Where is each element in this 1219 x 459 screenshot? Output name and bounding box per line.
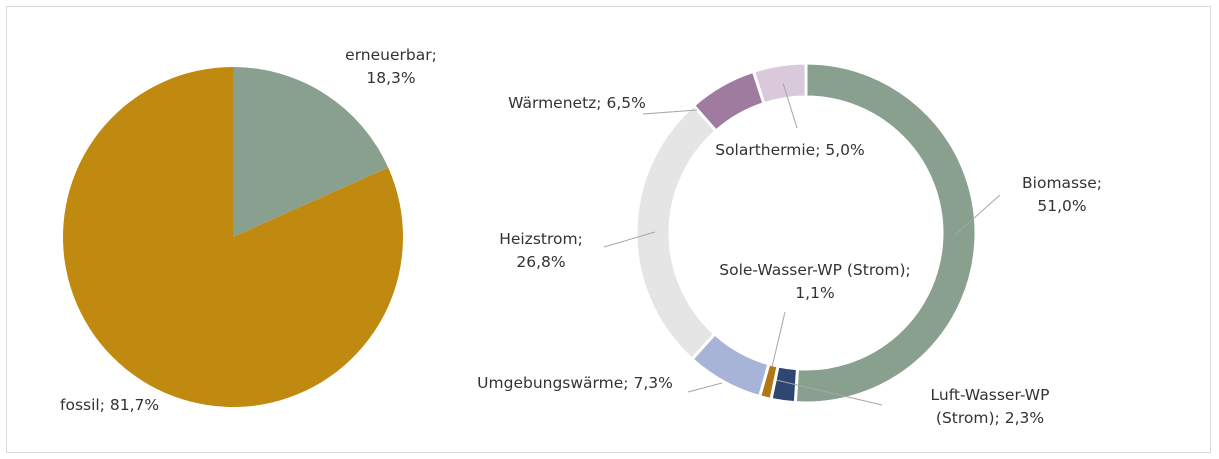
value-label: 51,0% <box>1037 197 1087 215</box>
category-label: Umgebungswärme; <box>477 374 629 392</box>
value-label: 1,1% <box>795 284 835 302</box>
leader-line <box>603 231 656 248</box>
pie-slice <box>63 67 404 407</box>
category-label: fossil; <box>60 396 105 414</box>
data-label: Biomasse; 51,0% <box>1002 172 1122 218</box>
value-label: 2,3% <box>1004 409 1045 427</box>
leader-line <box>642 109 698 115</box>
data-label: Heizstrom; 26,8% <box>481 228 601 274</box>
value-label: 7,3% <box>633 374 673 392</box>
value-label: 81,7% <box>109 396 160 414</box>
value-label: 26,8% <box>516 253 566 271</box>
data-label: Wärmenetz; 6,5% <box>507 92 647 115</box>
data-label: Solarthermie; 5,0% <box>700 139 880 162</box>
category-label: Sole-Wasser-WP (Strom); <box>719 261 911 279</box>
value-label: 18,3% <box>366 69 416 87</box>
leader-line <box>954 194 1001 236</box>
pie-slice <box>233 67 389 237</box>
category-label: Heizstrom; <box>499 230 583 248</box>
data-label: Luft-Wasser-WP (Strom); 2,3% <box>900 384 1080 430</box>
category-label: erneuerbar; <box>345 46 437 64</box>
doughnut-segment <box>793 61 978 405</box>
chart-frame <box>6 6 1211 453</box>
leader-line <box>775 379 883 406</box>
category-label: Wärmenetz; <box>508 94 602 112</box>
leader-line <box>771 311 786 368</box>
leader-line <box>687 382 723 393</box>
category-label: Biomasse; <box>1022 174 1102 192</box>
category-label: Luft-Wasser-WP (Strom); <box>930 386 1050 427</box>
value-label: 5,0% <box>825 141 865 159</box>
leader-line <box>782 82 798 129</box>
value-label: 6,5% <box>606 94 646 112</box>
data-label: fossil; 81,7% <box>60 394 160 417</box>
data-label: Umgebungswärme; 7,3% <box>470 372 680 395</box>
data-label: Sole-Wasser-WP (Strom); 1,1% <box>710 259 920 305</box>
category-label: Solarthermie; <box>715 141 821 159</box>
doughnut-segment <box>751 61 808 106</box>
data-label: erneuerbar; 18,3% <box>331 44 451 90</box>
